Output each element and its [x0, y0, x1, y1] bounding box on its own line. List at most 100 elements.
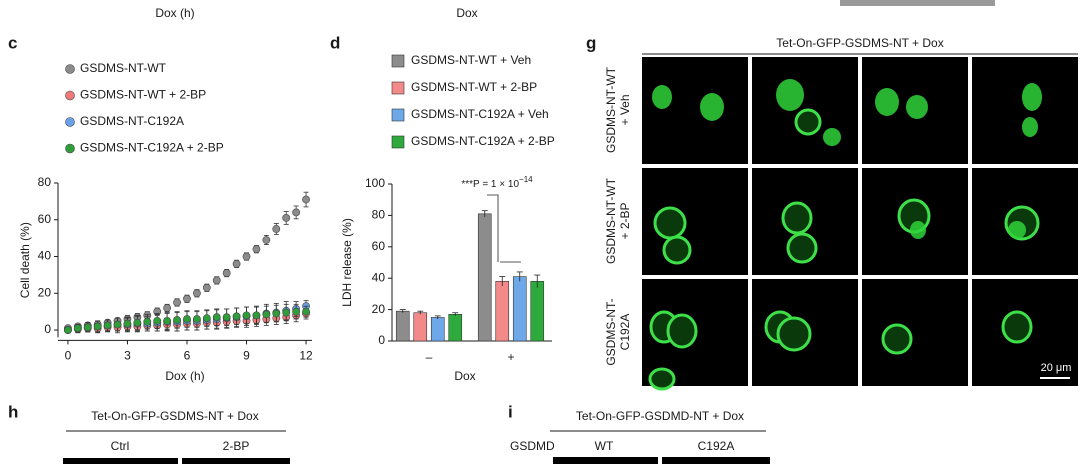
- point: [272, 309, 281, 318]
- bar: [495, 281, 510, 342]
- legend-label: GSDMS-NT-C192A + Veh: [411, 107, 549, 121]
- point: [173, 298, 181, 307]
- y-tick-label: 80: [38, 175, 52, 189]
- x-axis-label: Dox (h): [165, 369, 204, 383]
- point: [302, 307, 310, 316]
- point: [292, 208, 301, 217]
- y-tick-label: 0: [44, 322, 51, 336]
- legend-label: GSDMS-NT-WT + 2-BP: [80, 88, 206, 102]
- annotation-text: ***P = 1 × 10: [461, 179, 519, 190]
- point: [242, 252, 251, 261]
- column-label: 2-BP: [223, 439, 250, 453]
- cell: [700, 93, 724, 121]
- bar: [413, 312, 428, 342]
- point: [232, 312, 241, 321]
- point: [252, 245, 261, 254]
- point: [202, 283, 211, 292]
- micrograph: [662, 457, 770, 464]
- panel-letter: d: [330, 33, 340, 52]
- point: [193, 289, 201, 298]
- annotation: ***P = 1 × 10−14: [461, 175, 533, 190]
- top-axis-label: Dox (h): [155, 6, 194, 20]
- cell: [1001, 310, 1033, 344]
- legend-marker: [65, 143, 75, 154]
- cell: [662, 235, 692, 265]
- cell: [781, 201, 813, 235]
- point: [202, 314, 211, 322]
- point: [183, 294, 191, 303]
- point: [282, 214, 291, 222]
- error-bar: [399, 309, 406, 313]
- point: [163, 304, 172, 312]
- panel-letter: h: [8, 402, 18, 421]
- point: [232, 259, 241, 268]
- point: [212, 313, 221, 322]
- point: [292, 307, 301, 316]
- legend-swatch: [391, 108, 405, 122]
- legend-label: GSDMS-NT-C192A: [80, 114, 184, 128]
- x-tick-label: 9: [243, 349, 250, 363]
- bar: [477, 213, 492, 342]
- micrograph: [182, 458, 290, 464]
- cell: [910, 221, 926, 239]
- row-label: + Veh: [618, 94, 632, 125]
- point: [73, 324, 82, 333]
- point: [143, 317, 152, 326]
- row-label: GSDMD: [510, 439, 555, 453]
- y-tick-label: 40: [38, 249, 52, 263]
- row-label: C192A: [618, 314, 632, 351]
- y-tick-label: 0: [378, 333, 385, 347]
- point: [93, 322, 102, 331]
- micrograph: [972, 57, 1078, 164]
- cell: [648, 367, 676, 391]
- cell: [652, 85, 672, 109]
- x-tick-label: 6: [184, 349, 191, 363]
- error-bar: [417, 310, 424, 315]
- y-tick-label: 60: [38, 212, 52, 226]
- cell: [823, 128, 841, 146]
- row-label: GSDMS-NT-WT: [604, 66, 618, 153]
- y-axis-label: Cell death (%): [18, 222, 32, 298]
- micrograph: [862, 279, 968, 386]
- cell: [776, 79, 804, 111]
- cell: [875, 88, 899, 116]
- panel-title: Tet-On-GFP-GSDMS-NT + Dox: [91, 409, 258, 423]
- error-bar: [452, 312, 459, 316]
- column-label: WT: [595, 439, 614, 453]
- cell: [653, 206, 687, 240]
- point: [222, 313, 231, 322]
- bar: [448, 314, 463, 342]
- x-tick-label: –: [426, 350, 433, 364]
- cell: [776, 316, 812, 352]
- point: [212, 276, 221, 285]
- point: [222, 269, 231, 277]
- legend-label: GSDMS-NT-C192A + 2-BP: [411, 134, 555, 148]
- bar: [512, 276, 527, 342]
- point: [153, 316, 162, 325]
- y-tick-label: 20: [372, 302, 386, 316]
- point: [242, 311, 251, 320]
- top-axis-label: Dox: [456, 6, 477, 20]
- point: [183, 315, 191, 323]
- row-label: GSDMS-NT-: [604, 298, 618, 365]
- error-bar: [481, 210, 488, 217]
- point: [193, 315, 201, 323]
- cell: [794, 108, 822, 136]
- point: [133, 318, 142, 327]
- point: [163, 316, 172, 325]
- legend-marker: [65, 117, 75, 127]
- legend-label: GSDMS-NT-C192A + 2-BP: [80, 141, 224, 155]
- cell: [666, 313, 698, 349]
- legend-label: GSDMS-NT-WT + Veh: [411, 53, 531, 67]
- panel-letter: c: [8, 33, 17, 52]
- scale-bar-label: 20 μm: [1041, 362, 1072, 374]
- y-tick-label: 100: [365, 176, 385, 190]
- column-label: Ctrl: [111, 439, 130, 453]
- x-tick-label: 12: [299, 349, 313, 363]
- error-bar: [516, 271, 523, 282]
- x-tick-label: 3: [124, 349, 131, 363]
- micrograph: [553, 457, 658, 464]
- panel-letter: i: [508, 402, 513, 421]
- point: [272, 225, 281, 233]
